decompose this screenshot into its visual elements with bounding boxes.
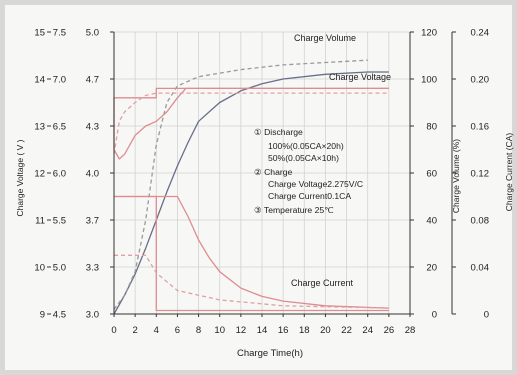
- x-tick-label: 10: [214, 325, 225, 336]
- x-tick-label: 16: [278, 325, 289, 336]
- y-tick-label-voltage-cell: 7.0: [53, 75, 66, 86]
- annotation-line: 50%(0.05CA×10h): [268, 153, 339, 163]
- series-line-current-6: [114, 195, 389, 312]
- y-tick-label-voltage: 11: [35, 216, 45, 227]
- annotation-line: ③ Temperature 25℃: [254, 205, 334, 215]
- series-line-current-5: [114, 195, 389, 309]
- x-tick-label: 18: [299, 325, 310, 336]
- y-tick-label-current: 0.12: [471, 169, 490, 180]
- y-tick-label-voltage-cell: 7.5: [53, 28, 66, 39]
- x-tick-label: 28: [405, 325, 416, 336]
- series-line-voltage-4: [113, 92, 389, 155]
- x-tick-label: 2: [132, 325, 137, 336]
- y-tick-label-voltage-cell: 5.5: [53, 216, 66, 227]
- y-tick-label-voltage-cell: 4.5: [53, 310, 66, 321]
- y-tick-label-voltage-low: 5.0: [86, 28, 99, 39]
- y-tick-label-current: 0.16: [471, 122, 490, 133]
- y-tick-label-volume: 20: [426, 263, 437, 274]
- annotation-line: Charge Voltage2.275V/C: [268, 179, 363, 189]
- y-tick-label-voltage-low: 3.0: [86, 310, 99, 321]
- y-tick-label-voltage-low: 4.3: [86, 122, 99, 133]
- x-tick-label: 26: [384, 325, 395, 336]
- y-axis-label-voltage: Charge Voltage ( V ): [15, 139, 25, 216]
- x-tick-label: 22: [341, 325, 352, 336]
- y-tick-label-volume: 40: [426, 216, 437, 227]
- x-axis-label: Charge Time(h): [237, 348, 303, 359]
- y-tick-label-current: 0: [484, 310, 489, 321]
- series-label-current: Charge Current: [291, 278, 354, 288]
- y-tick-label-volume: 120: [421, 28, 437, 39]
- y-tick-label-voltage-cell: 5.0: [53, 263, 66, 274]
- x-tick-label: 0: [111, 325, 116, 336]
- y-tick-label-voltage: 10: [34, 263, 45, 274]
- y-tick-label-voltage-low: 3.7: [86, 216, 99, 227]
- y-tick-label-voltage: 15: [34, 28, 45, 39]
- y-axis-label-volume: Charge Volume (%): [451, 139, 461, 213]
- y-tick-label-voltage: 13: [34, 122, 45, 133]
- annotation-line: 100%(0.05CA×20h): [268, 141, 344, 151]
- annotation-line: ① Discharge: [254, 127, 303, 137]
- y-tick-label-voltage: 14: [34, 75, 45, 86]
- annotation-layer: Charge Volume Charge Voltage Charge Curren…: [254, 33, 391, 288]
- x-tick-label: 24: [362, 325, 373, 336]
- y-tick-label-volume: 100: [421, 75, 437, 86]
- x-tick-label: 14: [257, 325, 268, 336]
- y-tick-label-current: 0.08: [471, 216, 490, 227]
- y-tick-label-current: 0.04: [471, 263, 490, 274]
- y-tick-label-voltage-low: 3.3: [86, 263, 99, 274]
- y-tick-label-volume: 0: [432, 310, 437, 321]
- annotation-line: Charge Current0.1CA: [268, 191, 351, 201]
- axes-layer: 0 2 4 6 8 10 12 14 16 18 20 22 24 26 2815141312111097.…: [34, 28, 489, 337]
- series-line-volume-1: [113, 59, 368, 310]
- series-line-current-7: [114, 254, 389, 309]
- y-tick-label-voltage-cell: 6.5: [53, 122, 66, 133]
- y-tick-label-voltage-low: 4.0: [86, 169, 99, 180]
- x-tick-label: 12: [236, 325, 247, 336]
- series-label-volume: Charge Volume: [294, 33, 356, 43]
- series-label-voltage: Charge Voltage: [329, 72, 391, 82]
- y-tick-label-volume: 60: [426, 169, 437, 180]
- y-tick-label-volume: 80: [426, 122, 437, 133]
- x-tick-label: 6: [175, 325, 180, 336]
- annotation-line: ② Charge: [254, 167, 292, 177]
- x-tick-label: 4: [154, 325, 159, 336]
- y-tick-label-voltage: 12: [34, 169, 45, 180]
- y-tick-label-voltage: 9: [40, 310, 45, 321]
- y-tick-label-voltage-cell: 6.0: [53, 169, 66, 180]
- y-tick-label-voltage-low: 4.7: [86, 75, 99, 86]
- y-tick-label-current: 0.20: [471, 75, 490, 86]
- series-layer: [113, 59, 389, 315]
- series-line-voltage-3: [113, 87, 389, 150]
- y-axis-label-current: Charge Current (CA): [504, 133, 514, 212]
- series-line-volume-0: [113, 71, 389, 315]
- y-tick-label-current: 0.24: [471, 28, 490, 39]
- x-tick-label: 8: [196, 325, 201, 336]
- x-tick-label: 20: [320, 325, 331, 336]
